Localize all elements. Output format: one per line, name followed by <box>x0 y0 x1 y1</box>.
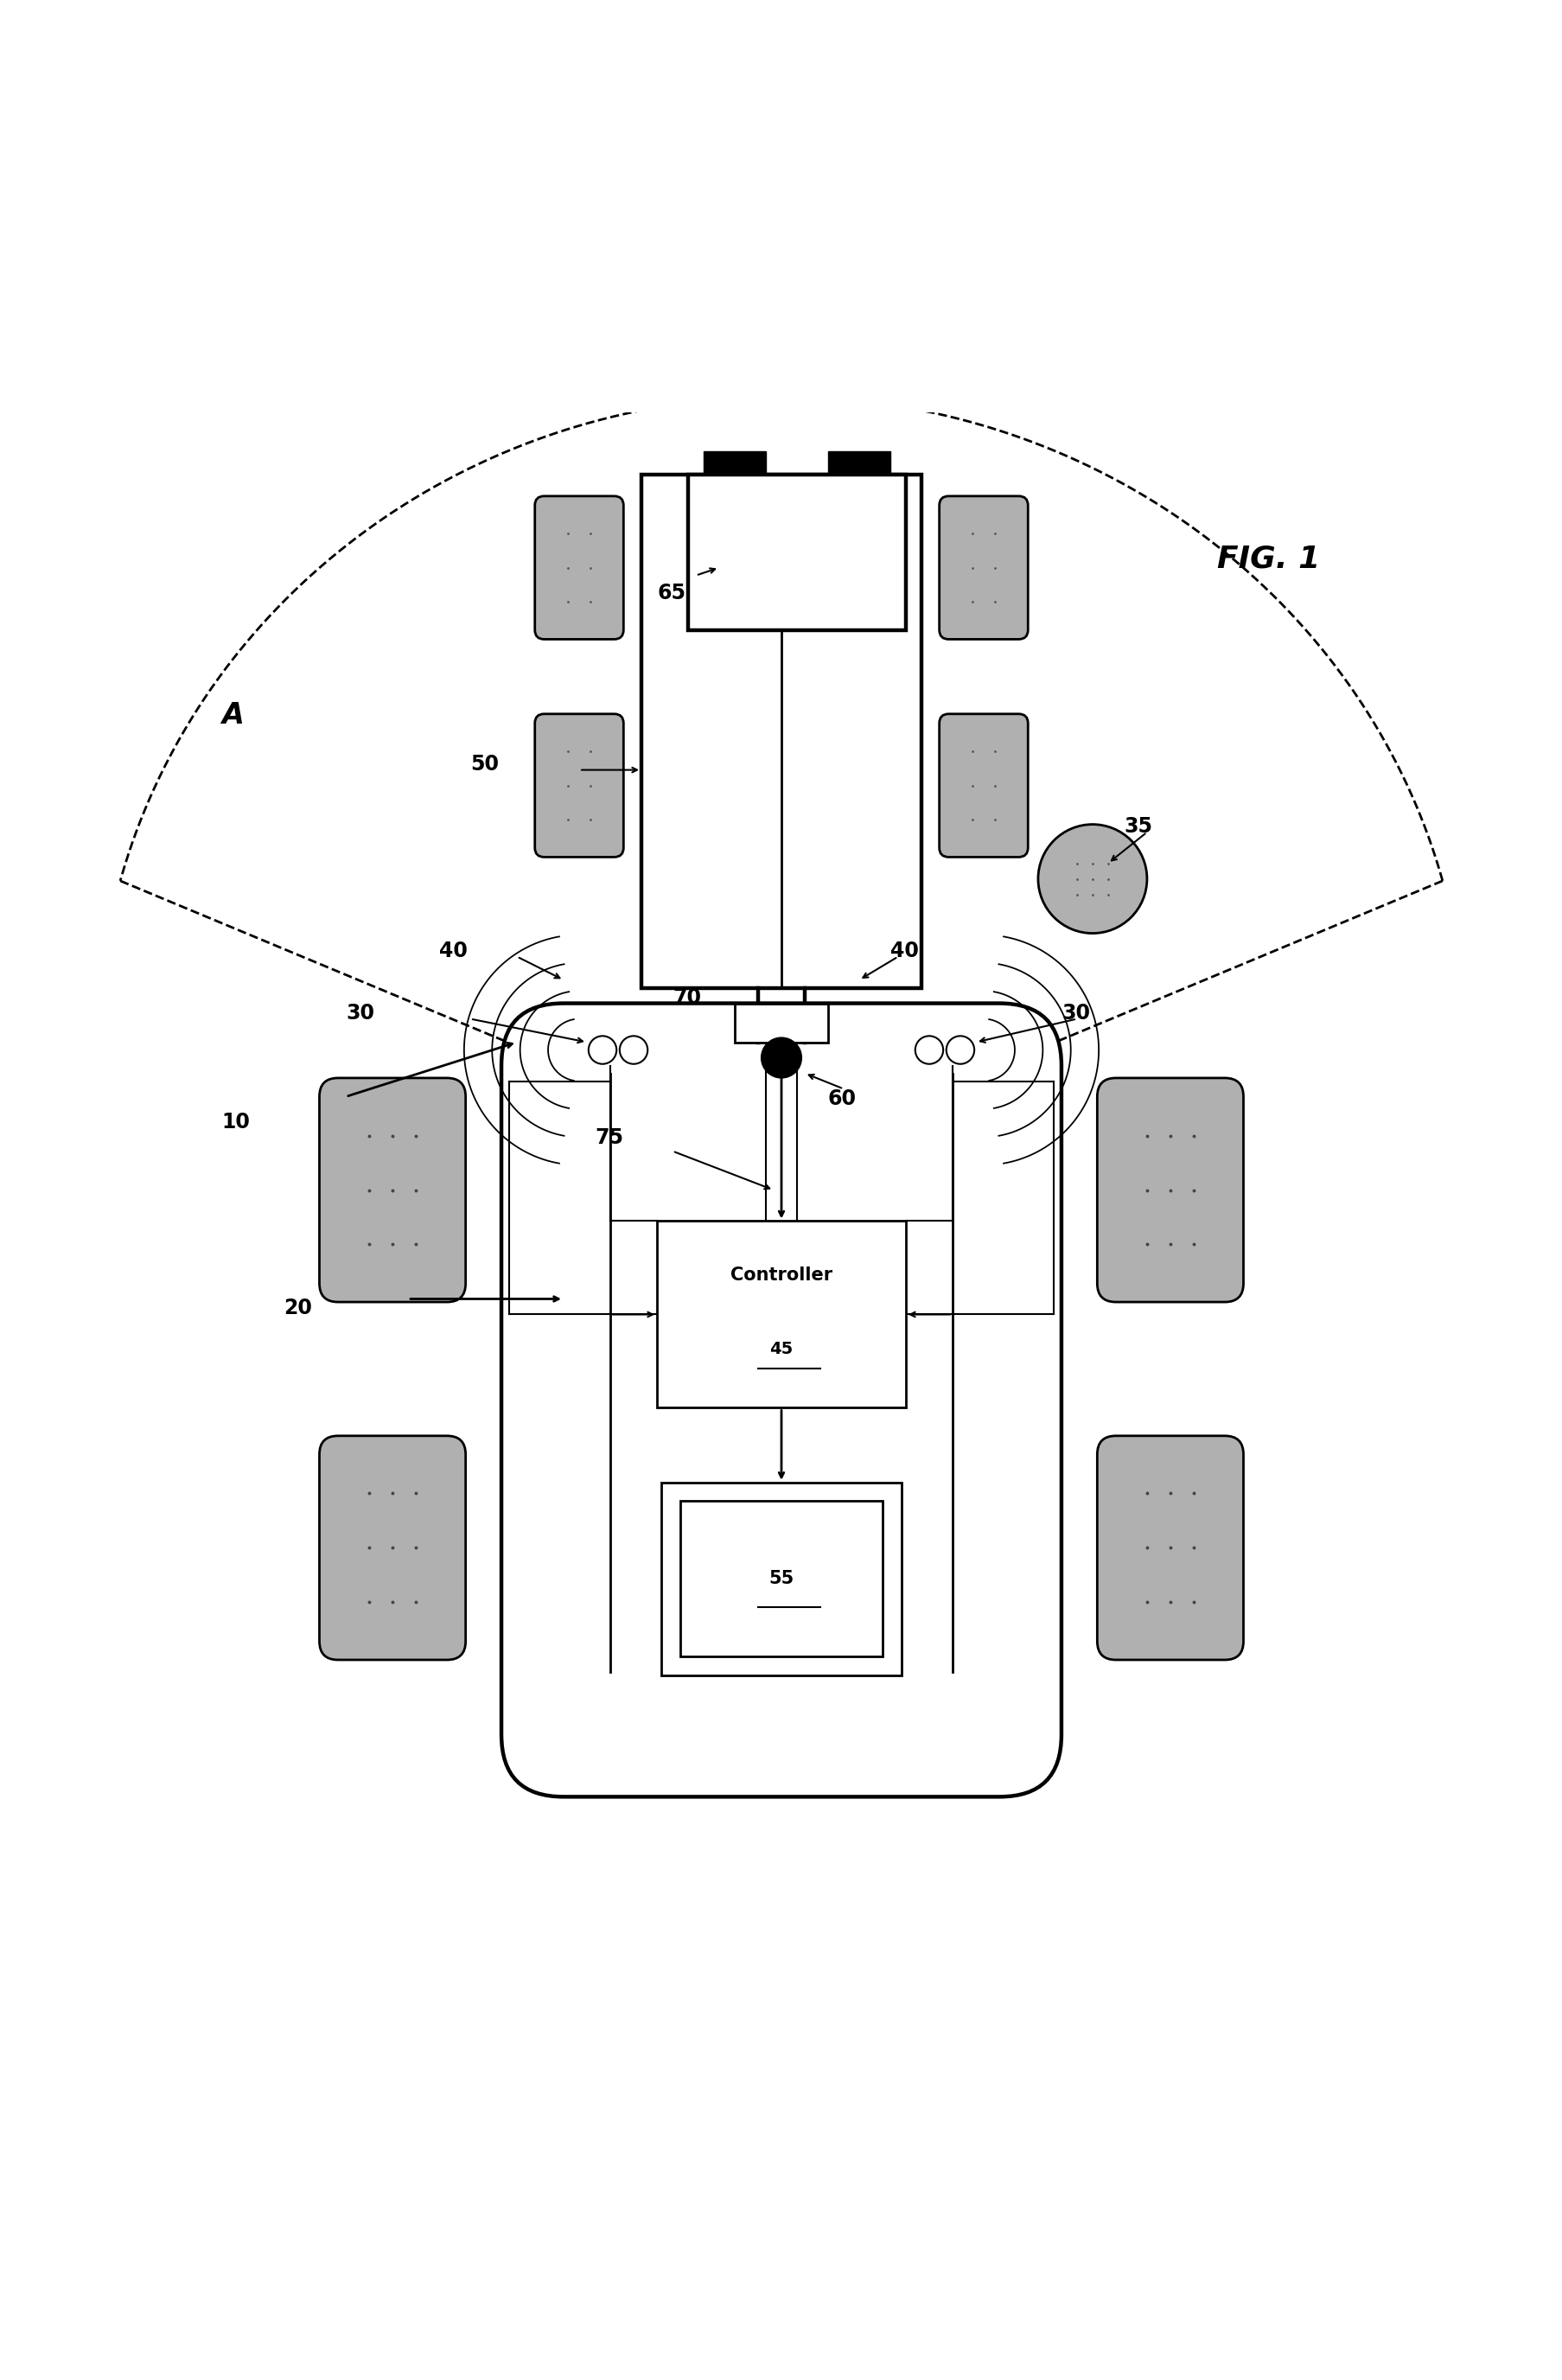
FancyBboxPatch shape <box>319 1435 465 1659</box>
Text: 50: 50 <box>470 754 498 774</box>
Text: Controller: Controller <box>729 1266 833 1285</box>
FancyBboxPatch shape <box>534 495 623 640</box>
Bar <box>679 1502 883 1656</box>
Text: 40: 40 <box>439 940 467 962</box>
FancyBboxPatch shape <box>939 714 1028 857</box>
Circle shape <box>1037 823 1147 933</box>
Text: 65: 65 <box>656 583 686 602</box>
Text: 40: 40 <box>890 940 918 962</box>
Circle shape <box>915 1035 943 1064</box>
Text: A: A <box>222 700 244 728</box>
FancyBboxPatch shape <box>1097 1078 1243 1302</box>
Text: FIG. 1: FIG. 1 <box>1217 545 1320 574</box>
Bar <box>828 450 890 474</box>
FancyBboxPatch shape <box>319 1078 465 1302</box>
Text: 30: 30 <box>1061 1002 1089 1023</box>
Text: 35: 35 <box>1123 816 1151 835</box>
Circle shape <box>589 1035 615 1064</box>
Circle shape <box>947 1035 973 1064</box>
Bar <box>656 1221 906 1409</box>
Text: 20: 20 <box>283 1297 312 1319</box>
Text: 75: 75 <box>595 1126 623 1147</box>
Bar <box>703 450 765 474</box>
FancyBboxPatch shape <box>501 1004 1061 1797</box>
FancyBboxPatch shape <box>939 495 1028 640</box>
Text: 10: 10 <box>222 1111 250 1133</box>
Text: 60: 60 <box>828 1088 856 1109</box>
Bar <box>734 1004 828 1042</box>
Text: 55: 55 <box>769 1571 793 1587</box>
Bar <box>687 474 906 631</box>
FancyBboxPatch shape <box>1097 1435 1243 1659</box>
Text: 30: 30 <box>345 1002 375 1023</box>
Circle shape <box>761 1038 801 1078</box>
Text: 45: 45 <box>769 1340 793 1357</box>
Bar <box>640 474 922 988</box>
FancyBboxPatch shape <box>534 714 623 857</box>
Bar <box>661 1483 901 1676</box>
Circle shape <box>619 1035 647 1064</box>
Text: 70: 70 <box>672 988 701 1007</box>
